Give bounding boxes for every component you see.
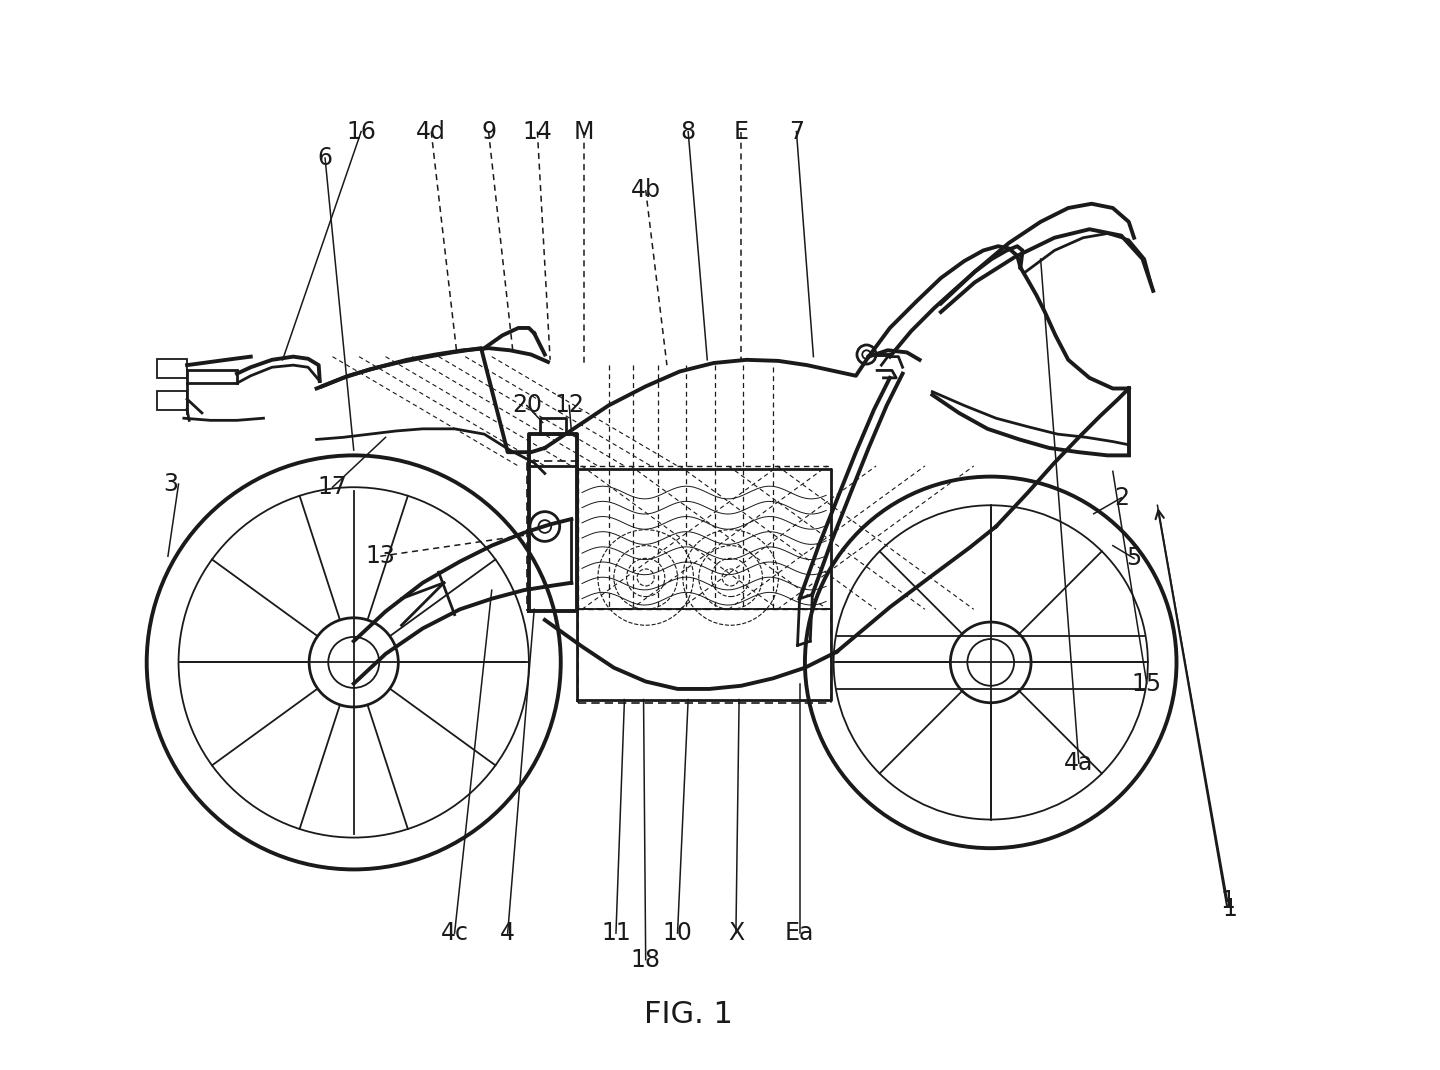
Text: 12: 12 <box>554 394 585 417</box>
Circle shape <box>328 637 379 688</box>
Text: 4: 4 <box>500 921 516 945</box>
Text: 5: 5 <box>1126 547 1142 570</box>
Text: 4d: 4d <box>416 120 446 143</box>
Text: 9: 9 <box>481 120 495 143</box>
Text: 8: 8 <box>681 120 696 143</box>
Bar <box>157 391 187 410</box>
Text: 10: 10 <box>662 921 693 945</box>
Text: FIG. 1: FIG. 1 <box>644 1000 733 1029</box>
Circle shape <box>539 520 552 533</box>
Text: 13: 13 <box>366 545 395 568</box>
Text: 11: 11 <box>600 921 631 945</box>
Text: 7: 7 <box>789 120 804 143</box>
Text: 4a: 4a <box>1064 751 1093 776</box>
Text: 1: 1 <box>1223 897 1237 920</box>
Text: 2: 2 <box>1113 486 1129 509</box>
Text: 18: 18 <box>631 948 661 972</box>
Text: 17: 17 <box>318 475 347 500</box>
Circle shape <box>968 639 1014 686</box>
Text: 15: 15 <box>1132 672 1162 696</box>
Text: X: X <box>727 921 744 945</box>
Text: 4c: 4c <box>441 921 468 945</box>
Text: 1: 1 <box>1220 889 1236 914</box>
Circle shape <box>863 350 871 358</box>
Text: 4b: 4b <box>631 178 661 202</box>
Text: 3: 3 <box>164 472 179 496</box>
Text: 14: 14 <box>523 120 553 143</box>
Text: 20: 20 <box>511 394 541 417</box>
Text: 6: 6 <box>318 147 333 170</box>
Text: E: E <box>734 120 749 143</box>
Text: Ea: Ea <box>785 921 814 945</box>
Text: M: M <box>575 120 595 143</box>
Bar <box>157 358 187 378</box>
Text: 16: 16 <box>346 120 376 143</box>
